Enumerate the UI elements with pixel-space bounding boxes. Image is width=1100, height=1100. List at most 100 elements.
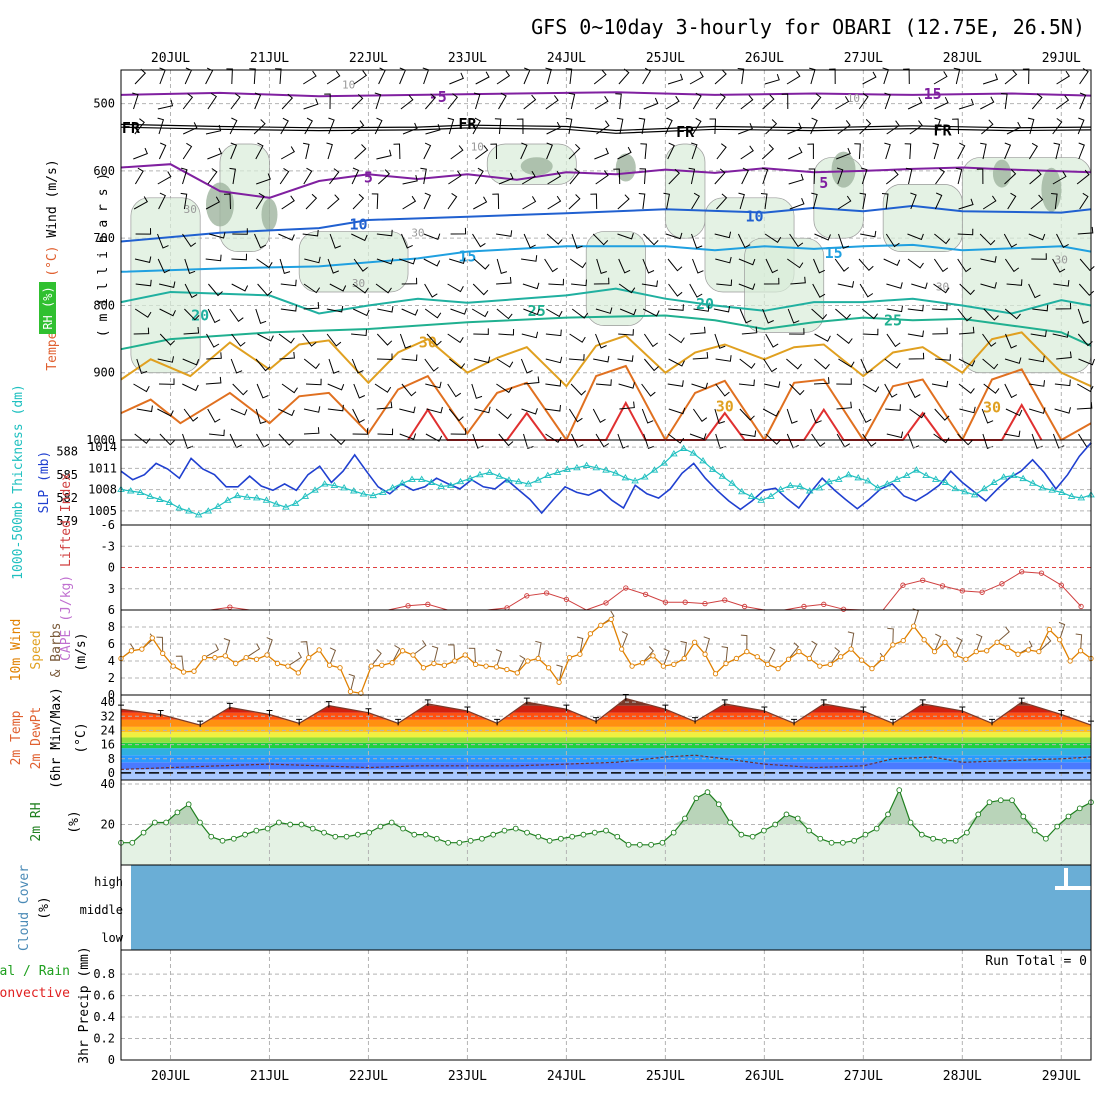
- wind-barb: [376, 401, 393, 410]
- wind-barb: [665, 117, 673, 135]
- thickness-marker: [136, 488, 145, 495]
- rh2m-marker: [366, 829, 372, 836]
- wind-barb: [571, 308, 589, 319]
- thickness-marker: [359, 490, 368, 497]
- wind-barb: [835, 96, 850, 110]
- lifted-index-marker: [741, 603, 748, 610]
- isotherm-5: [120, 163, 1092, 199]
- wind-barb: [279, 351, 295, 360]
- rh2m-marker: [1076, 805, 1083, 812]
- t2m-minmax-marker: [989, 718, 996, 726]
- wind-barb: [884, 92, 891, 110]
- wind-barb: [911, 282, 928, 290]
- wind-barb: [182, 122, 198, 135]
- thickness-marker: [970, 490, 979, 498]
- wind-barb: [278, 233, 295, 241]
- wind-barb: [763, 277, 780, 285]
- wind10-barb: [887, 627, 894, 645]
- rh2m-marker: [783, 811, 790, 818]
- wind-barb: [279, 258, 291, 275]
- rh2m-marker: [445, 839, 451, 846]
- wind-barb: [692, 351, 709, 360]
- wind-barb: [134, 167, 144, 185]
- wind-barb: [353, 258, 368, 272]
- wind10-speed-marker: [504, 666, 510, 673]
- wind-barb: [957, 142, 966, 160]
- t2m-unit-text: (°C): [74, 722, 89, 753]
- wind-barb: [1079, 258, 1095, 272]
- thickness-marker: [641, 473, 649, 480]
- wind-barb: [836, 167, 844, 185]
- date-label-top: 26JUL: [745, 51, 784, 66]
- rh2m-marker: [648, 841, 654, 848]
- wind-barb: [838, 358, 855, 368]
- thickness-marker: [689, 449, 698, 456]
- date-label-bottom: 21JUL: [250, 1069, 289, 1084]
- wind10-barb: [223, 638, 231, 657]
- wind-barb: [352, 408, 365, 424]
- t2m-y-tick: 8: [108, 752, 115, 766]
- rh2m-y-tick: 20: [101, 818, 115, 832]
- wind-barb: [371, 193, 379, 210]
- rh2m-marker: [862, 831, 869, 838]
- wind-barb: [183, 326, 200, 335]
- wind-barb: [548, 278, 564, 286]
- wind-barb: [1006, 279, 1023, 286]
- wind-barb: [786, 358, 802, 370]
- rh2m-marker: [873, 825, 880, 832]
- thickness-marker: [611, 469, 620, 476]
- wind-barb: [765, 119, 778, 135]
- wind-barb: [1055, 302, 1072, 310]
- rh2m-marker: [828, 839, 835, 846]
- wind10-barb: [847, 631, 855, 650]
- wind-barb: [739, 308, 752, 324]
- wind-barb: [136, 405, 153, 413]
- isotherm-label: 5: [819, 174, 828, 192]
- wind10-speed-marker: [128, 648, 135, 654]
- wind10-speed-marker: [149, 635, 155, 641]
- rh2m-marker: [591, 829, 598, 836]
- rh2m-marker: [772, 821, 779, 828]
- wind-barb: [885, 169, 899, 185]
- wind10-ylabel: & Barbs: [49, 623, 64, 678]
- wind-barb: [617, 194, 630, 210]
- thickness-marker: [592, 463, 601, 471]
- wind-barb: [544, 404, 561, 412]
- lifted-index-marker: [801, 603, 807, 610]
- wind-barb: [886, 431, 904, 439]
- rh2m-marker: [501, 827, 508, 834]
- wind10-barb: [431, 645, 439, 664]
- rh2m-marker: [614, 833, 621, 840]
- wind10-speed-marker: [233, 660, 239, 667]
- wind10-speed-marker: [587, 631, 594, 637]
- wind-barb: [1056, 233, 1069, 248]
- wind10-barb: [1075, 633, 1083, 651]
- t2m-minmax-marker: [424, 699, 431, 706]
- wind-barb: [475, 71, 490, 85]
- rh2m-marker: [185, 801, 192, 808]
- lifted-index-marker: [425, 601, 431, 607]
- wind-barb: [424, 283, 438, 298]
- wind-barb: [933, 283, 950, 294]
- wind-barb: [184, 283, 198, 299]
- wind-barb: [738, 258, 756, 266]
- wind-barb: [494, 118, 502, 135]
- thickness-marker: [990, 478, 998, 485]
- wind10-speed-marker: [1036, 649, 1042, 655]
- wind-barb: [715, 383, 730, 397]
- cloud-cover-gap: [1055, 868, 1091, 890]
- thickness-marker: [369, 491, 377, 499]
- wind-barb: [982, 333, 997, 347]
- t2m-y-tick: 24: [101, 723, 115, 737]
- thickness-marker: [204, 507, 213, 514]
- rh-core: [992, 159, 1011, 188]
- thickness-marker: [1077, 494, 1086, 501]
- wind-barb: [352, 308, 370, 317]
- wind-barb-layer: [132, 67, 1095, 450]
- wind-barb: [401, 308, 419, 316]
- wind-barb: [955, 167, 963, 185]
- lifted-index-marker: [1078, 603, 1084, 610]
- wind-barb: [447, 93, 459, 110]
- wind-barb: [249, 68, 256, 85]
- cape-label: CAPE (J/kg): [59, 567, 74, 661]
